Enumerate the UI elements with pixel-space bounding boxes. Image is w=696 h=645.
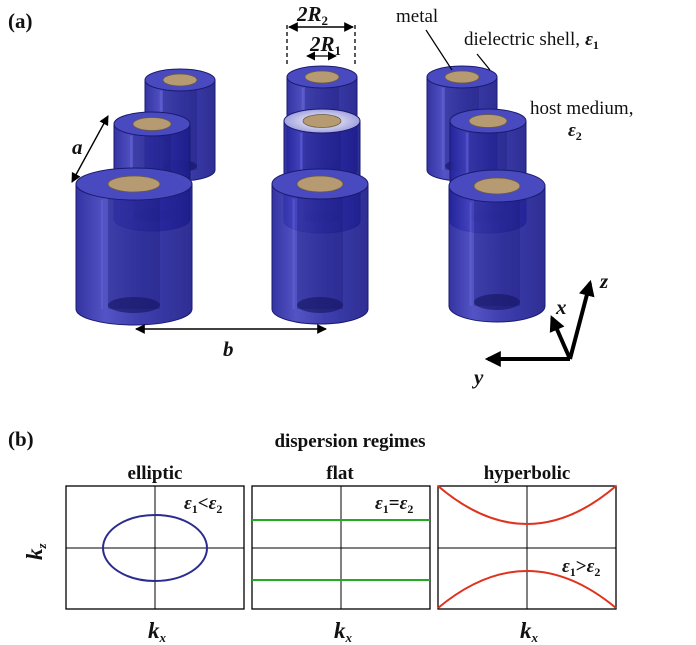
dimension-b-label: b bbox=[223, 337, 234, 361]
dim-2R2-symbol: 2R bbox=[296, 2, 322, 26]
svg-text:kx: kx bbox=[334, 618, 353, 645]
dim-2R2-subscript: 2 bbox=[322, 13, 329, 28]
metal-core bbox=[304, 70, 340, 84]
shell-epsilon-subscript: 1 bbox=[593, 38, 599, 52]
panel-b-title: dispersion regimes bbox=[274, 431, 425, 452]
elliptic-op: < bbox=[198, 493, 209, 514]
svg-text:ε1>ε2: ε1>ε2 bbox=[562, 556, 600, 579]
cylinder bbox=[271, 168, 369, 325]
shell-epsilon: ε bbox=[585, 29, 593, 50]
axis-y-label: y bbox=[471, 365, 484, 389]
metal-core bbox=[468, 114, 508, 128]
svg-text:kz: kz bbox=[22, 543, 49, 561]
hyperbolic-eps1-sub: 1 bbox=[570, 565, 576, 579]
metal-pointer bbox=[425, 29, 453, 71]
cylinder-array bbox=[75, 65, 546, 326]
svg-text:2R2: 2R2 bbox=[296, 2, 328, 28]
flat-eps1: ε bbox=[375, 493, 383, 514]
host-epsilon: ε bbox=[568, 120, 576, 141]
shell-label: dielectric shell, bbox=[464, 29, 580, 50]
dimension-2R2: 2R2 bbox=[286, 2, 356, 67]
metal-core bbox=[132, 117, 172, 131]
svg-text:kx: kx bbox=[148, 618, 167, 645]
elliptic-eps2: ε bbox=[209, 493, 217, 514]
coordinate-axes: z x y bbox=[471, 269, 609, 389]
plot-flat: flat ε1=ε2 kx bbox=[251, 463, 431, 645]
plot-flat-title: flat bbox=[326, 463, 354, 484]
axis-x-label: x bbox=[555, 295, 567, 319]
kz-symbol: k bbox=[22, 548, 47, 560]
svg-text:2R1: 2R1 bbox=[309, 32, 341, 58]
flat-eps2: ε bbox=[400, 493, 408, 514]
cylinder bbox=[75, 167, 193, 326]
metal-core bbox=[473, 177, 521, 195]
plot-hyperbolic-title: hyperbolic bbox=[484, 463, 571, 484]
metal-core bbox=[444, 70, 480, 84]
panel-b-label: (b) bbox=[8, 427, 34, 451]
hyperbolic-eps2: ε bbox=[587, 556, 595, 577]
dimension-a-arrow bbox=[71, 115, 109, 183]
kx-symbol-3: k bbox=[520, 618, 532, 643]
plot-hyperbolic: hyperbolic ε1>ε2 kx bbox=[437, 463, 617, 645]
svg-text:ε2: ε2 bbox=[568, 120, 582, 143]
hyperbolic-op: > bbox=[576, 556, 587, 577]
metal-core bbox=[302, 114, 342, 128]
svg-text:ε1=ε2: ε1=ε2 bbox=[375, 493, 413, 516]
kx-subscript-3: x bbox=[531, 630, 539, 645]
metal-core bbox=[162, 73, 198, 87]
elliptic-eps1: ε bbox=[184, 493, 192, 514]
hyperbolic-eps2-sub: 2 bbox=[594, 565, 600, 579]
kx-symbol-1: k bbox=[148, 618, 160, 643]
host-epsilon-subscript: 2 bbox=[576, 129, 582, 143]
hyperbolic-eps1: ε bbox=[562, 556, 570, 577]
host-label: host medium, bbox=[530, 98, 633, 119]
svg-text:ε1<ε2: ε1<ε2 bbox=[184, 493, 222, 516]
cylinder bbox=[448, 169, 546, 323]
dimension-2R1: 2R1 bbox=[306, 32, 341, 61]
axis-z-label: z bbox=[599, 269, 609, 293]
dim-2R1-symbol: 2R bbox=[309, 32, 335, 56]
metal-core bbox=[107, 175, 161, 193]
metal-label: metal bbox=[396, 6, 438, 27]
dimension-a-label: a bbox=[72, 135, 83, 159]
flat-op: = bbox=[389, 493, 400, 514]
kx-subscript-2: x bbox=[345, 630, 353, 645]
kx-subscript-1: x bbox=[159, 630, 167, 645]
plot-elliptic-title: elliptic bbox=[128, 463, 183, 484]
kz-subscript: z bbox=[34, 543, 49, 550]
panel-a-label: (a) bbox=[8, 9, 33, 33]
flat-eps1-sub: 1 bbox=[383, 502, 389, 516]
flat-eps2-sub: 2 bbox=[407, 502, 413, 516]
elliptic-eps2-sub: 2 bbox=[216, 502, 222, 516]
kx-symbol-2: k bbox=[334, 618, 346, 643]
ellipse-curve bbox=[102, 514, 208, 582]
hyperbola-upper bbox=[437, 485, 617, 525]
shell-pointer bbox=[476, 53, 491, 71]
hyperbola-lower bbox=[437, 570, 617, 609]
dim-2R1-subscript: 1 bbox=[335, 43, 342, 58]
svg-text:dielectric shell,ε1: dielectric shell, ε1 bbox=[464, 29, 599, 52]
plot-elliptic: elliptic ε1<ε2 kx bbox=[65, 463, 245, 645]
elliptic-eps1-sub: 1 bbox=[192, 502, 198, 516]
svg-text:kx: kx bbox=[520, 618, 539, 645]
metal-core bbox=[296, 175, 344, 193]
